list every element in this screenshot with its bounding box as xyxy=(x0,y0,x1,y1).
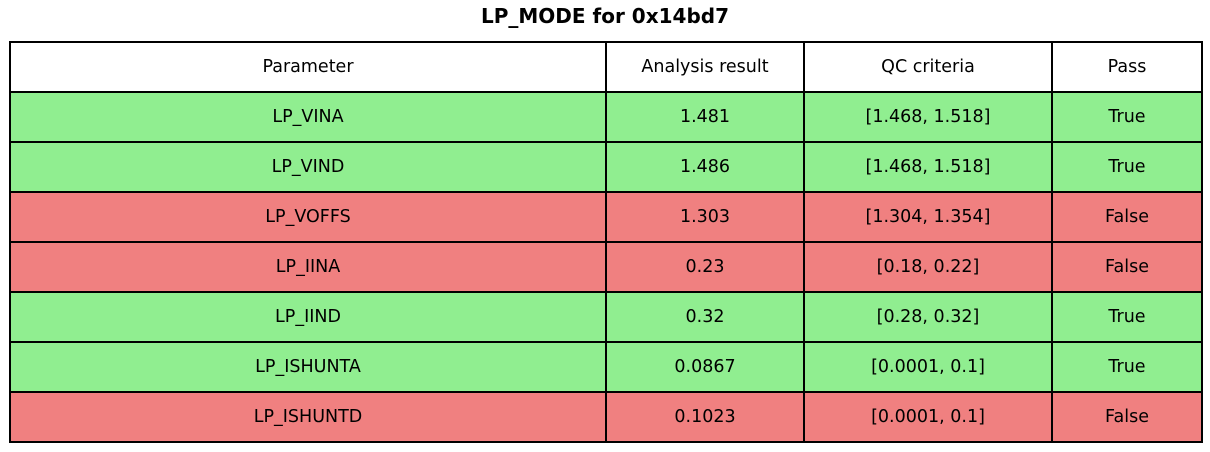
qc-criteria-cell: [1.304, 1.354] xyxy=(804,192,1052,242)
table-row: LP_ISHUNTD 0.1023 [0.0001, 0.1] False xyxy=(10,392,1202,442)
pass-cell: True xyxy=(1052,292,1202,342)
analysis-result-cell: 1.481 xyxy=(606,92,804,142)
qc-criteria-cell: [0.18, 0.22] xyxy=(804,242,1052,292)
parameter-cell: LP_ISHUNTD xyxy=(10,392,606,442)
table-row: LP_VOFFS 1.303 [1.304, 1.354] False xyxy=(10,192,1202,242)
qc-criteria-cell: [0.28, 0.32] xyxy=(804,292,1052,342)
qc-criteria-cell: [1.468, 1.518] xyxy=(804,142,1052,192)
column-header-pass: Pass xyxy=(1052,42,1202,92)
table-row: LP_VIND 1.486 [1.468, 1.518] True xyxy=(10,142,1202,192)
parameter-cell: LP_IINA xyxy=(10,242,606,292)
qc-criteria-cell: [0.0001, 0.1] xyxy=(804,392,1052,442)
qc-criteria-cell: [1.468, 1.518] xyxy=(804,92,1052,142)
table-row: LP_IINA 0.23 [0.18, 0.22] False xyxy=(10,242,1202,292)
table-row: LP_ISHUNTA 0.0867 [0.0001, 0.1] True xyxy=(10,342,1202,392)
analysis-result-cell: 0.0867 xyxy=(606,342,804,392)
table-body: LP_VINA 1.481 [1.468, 1.518] True LP_VIN… xyxy=(10,92,1202,442)
parameter-cell: LP_VOFFS xyxy=(10,192,606,242)
pass-cell: True xyxy=(1052,342,1202,392)
pass-cell: True xyxy=(1052,142,1202,192)
column-header-qc-criteria: QC criteria xyxy=(804,42,1052,92)
pass-cell: False xyxy=(1052,242,1202,292)
table-header: Parameter Analysis result QC criteria Pa… xyxy=(10,42,1202,92)
analysis-result-cell: 0.23 xyxy=(606,242,804,292)
analysis-result-cell: 1.486 xyxy=(606,142,804,192)
pass-cell: False xyxy=(1052,392,1202,442)
column-header-analysis-result: Analysis result xyxy=(606,42,804,92)
pass-cell: True xyxy=(1052,92,1202,142)
table-row: LP_IIND 0.32 [0.28, 0.32] True xyxy=(10,292,1202,342)
analysis-result-cell: 0.1023 xyxy=(606,392,804,442)
qc-criteria-cell: [0.0001, 0.1] xyxy=(804,342,1052,392)
parameter-cell: LP_VINA xyxy=(10,92,606,142)
analysis-result-cell: 0.32 xyxy=(606,292,804,342)
table-row: LP_VINA 1.481 [1.468, 1.518] True xyxy=(10,92,1202,142)
parameter-cell: LP_ISHUNTA xyxy=(10,342,606,392)
header-row: Parameter Analysis result QC criteria Pa… xyxy=(10,42,1202,92)
parameter-cell: LP_VIND xyxy=(10,142,606,192)
chart-title: LP_MODE for 0x14bd7 xyxy=(481,4,729,28)
parameter-cell: LP_IIND xyxy=(10,292,606,342)
qc-results-table: Parameter Analysis result QC criteria Pa… xyxy=(9,41,1203,443)
analysis-result-cell: 1.303 xyxy=(606,192,804,242)
column-header-parameter: Parameter xyxy=(10,42,606,92)
pass-cell: False xyxy=(1052,192,1202,242)
